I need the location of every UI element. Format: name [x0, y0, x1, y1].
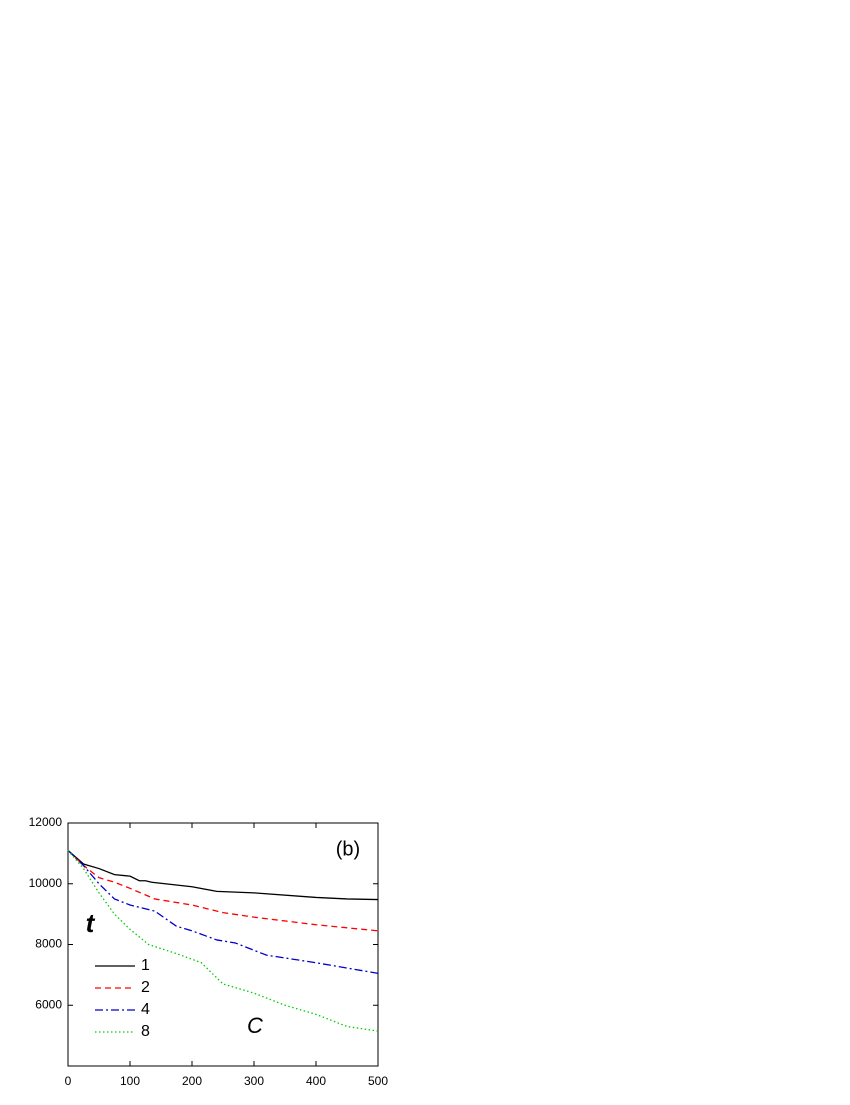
x-axis-label: C [247, 1013, 263, 1038]
series-line [67, 849, 379, 974]
y-tick-label: 6000 [35, 997, 62, 1011]
panel-label: (b) [336, 838, 360, 860]
x-tick-label: 100 [120, 1074, 140, 1088]
series-line [67, 849, 379, 932]
series-line [67, 849, 379, 901]
plot-frame [67, 822, 379, 1067]
x-tick-label: 200 [182, 1074, 202, 1088]
x-tick-label: 500 [368, 1074, 388, 1088]
x-tick-label: 0 [65, 1074, 72, 1088]
y-tick-label: 8000 [35, 937, 62, 951]
legend-label: 2 [141, 979, 150, 996]
y-tick-label: 12000 [29, 815, 63, 829]
legend-label: 1 [141, 957, 150, 974]
x-tick-label: 400 [306, 1074, 326, 1088]
y-tick-label: 10000 [29, 876, 63, 890]
series-line [67, 849, 379, 1032]
x-tick-label: 300 [244, 1074, 264, 1088]
legend-label: 8 [141, 1023, 150, 1040]
legend-label: 4 [141, 1001, 150, 1018]
y-axis-label: t [86, 908, 96, 938]
